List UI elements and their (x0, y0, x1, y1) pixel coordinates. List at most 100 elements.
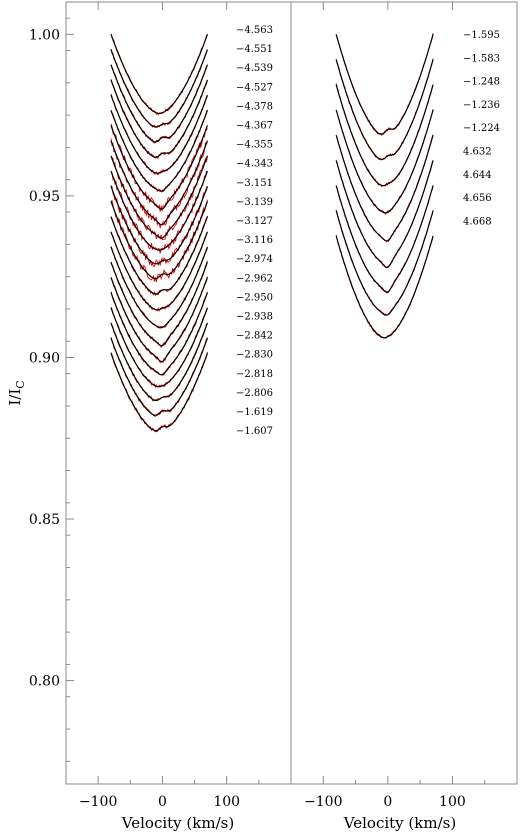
phase-label: −4.367 (236, 121, 273, 132)
observed-profile (110, 246, 208, 329)
phase-label: −2.938 (236, 312, 273, 323)
left-y-axis: 0.80 0.85 0.90 0.95 1.00 (29, 17, 74, 762)
observed-profile (110, 276, 208, 364)
phase-label: −1.248 (463, 77, 500, 88)
model-profile (335, 59, 434, 161)
phase-label: −1.595 (463, 30, 500, 41)
observed-profile (335, 209, 434, 316)
x-tick-label: 100 (439, 794, 466, 810)
observed-profile (335, 160, 434, 269)
phase-label: −1.607 (236, 426, 273, 437)
model-profile (110, 49, 208, 128)
phase-label: −4.539 (236, 63, 273, 74)
model-profile (110, 353, 208, 432)
observed-profile (110, 138, 208, 229)
model-profile (335, 134, 434, 242)
observed-profile (335, 83, 434, 188)
left-x-axis: −100 0 100 (65, 2, 292, 810)
observed-profile (110, 185, 208, 267)
model-profile (110, 94, 208, 174)
model-profile (110, 322, 208, 402)
phase-label: −3.116 (236, 235, 273, 246)
model-profile (110, 277, 208, 363)
observed-profile (110, 351, 208, 433)
phase-label: −1.236 (463, 100, 500, 111)
x-tick-label: 0 (158, 794, 167, 810)
left-profiles (110, 33, 208, 433)
model-profile (335, 185, 434, 293)
model-profile (110, 231, 208, 311)
observed-profile (335, 108, 434, 215)
y-axis-title-subscript: C (14, 380, 27, 388)
phase-label: −2.818 (236, 369, 273, 380)
observed-profile (110, 337, 208, 418)
model-profile (110, 307, 208, 388)
observed-profile (110, 170, 208, 254)
y-tick-label: 0.85 (29, 512, 60, 528)
model-profile (110, 216, 208, 295)
x-tick-label: 0 (383, 794, 392, 810)
phase-label: 4.644 (463, 170, 492, 181)
y-axis-title-main: I/I (6, 389, 24, 406)
y-tick-label: 0.90 (29, 350, 60, 366)
right-panel-frame (290, 1, 518, 785)
model-profile (335, 109, 434, 214)
y-axis-title: I/IC (6, 380, 27, 405)
phase-label: −2.842 (236, 331, 273, 342)
y-tick-label: 0.95 (29, 189, 60, 205)
phase-label: −4.343 (236, 159, 273, 170)
phase-label: 4.668 (463, 216, 492, 227)
model-profile (110, 261, 208, 347)
model-profile (110, 155, 208, 239)
left-panel: 0.800.850.900.951.00 −100 0 100 −4.563−4.5… (6, 1, 292, 832)
observed-profile (110, 199, 208, 283)
y-tick-label: 1.00 (29, 27, 60, 43)
phase-label: 4.632 (463, 147, 492, 158)
right-x-axis: −100 0 100 (290, 2, 518, 810)
model-profile (110, 246, 208, 329)
phase-label: −2.962 (236, 273, 273, 284)
phase-label: −1.619 (236, 407, 273, 418)
phase-label: −3.127 (236, 216, 273, 227)
right-x-axis-title: Velocity (km/s) (343, 814, 456, 832)
left-x-axis-title: Velocity (km/s) (121, 814, 234, 832)
model-profile (110, 185, 208, 265)
phase-label: −4.355 (236, 140, 273, 151)
model-profile (335, 84, 434, 187)
x-tick-label: −100 (304, 794, 342, 810)
x-tick-label: 100 (213, 794, 240, 810)
phase-label: −2.806 (236, 388, 273, 399)
phase-label: −2.974 (236, 254, 273, 265)
observed-profile (110, 291, 208, 376)
model-profile (335, 210, 434, 316)
model-profile (110, 34, 208, 115)
observed-profile (335, 58, 434, 160)
phase-label: −2.830 (236, 350, 273, 361)
phase-label: −4.527 (236, 82, 273, 93)
model-profile (335, 34, 434, 135)
model-profile (110, 79, 208, 158)
observed-profile (335, 33, 434, 137)
model-profile (110, 337, 208, 416)
model-profile (335, 160, 434, 269)
phase-label: −4.378 (236, 101, 273, 112)
observed-profile (110, 123, 208, 212)
model-profile (110, 110, 208, 192)
observed-profile (110, 109, 208, 193)
phase-label: −2.950 (236, 292, 273, 303)
x-tick-label: −100 (79, 794, 117, 810)
model-profile (110, 140, 208, 226)
phase-label: 4.656 (463, 193, 492, 204)
observed-profile (110, 260, 208, 349)
phase-label: −3.139 (236, 197, 273, 208)
model-profile (110, 125, 208, 210)
phase-label: −1.224 (463, 123, 500, 134)
phase-label: −4.551 (236, 44, 273, 55)
right-phase-labels: −1.595 −1.583 −1.248 −1.236 −1.224 4.632 4.644… (463, 30, 500, 227)
model-profile (335, 235, 434, 339)
right-panel: −100 0 100 −1.595 −1.583 −1.248 −1.236 −1.224 4… (290, 1, 518, 832)
right-profiles (335, 33, 434, 339)
observed-profile (335, 234, 434, 339)
observed-profile (110, 155, 208, 241)
observed-profile (335, 134, 434, 243)
